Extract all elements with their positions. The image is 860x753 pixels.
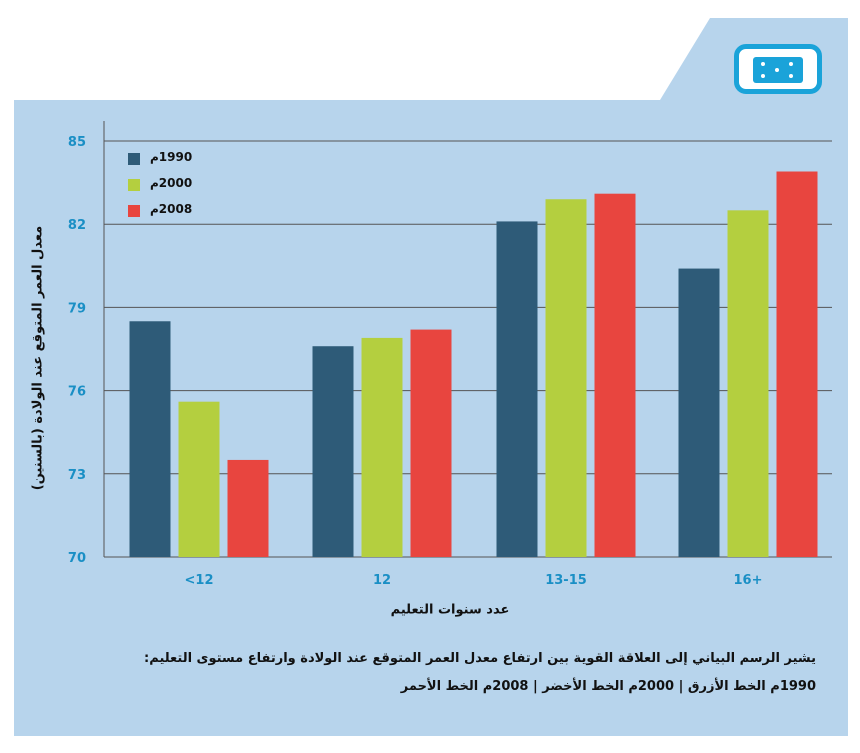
x-tick-label: <12 <box>185 573 214 588</box>
caption-line-2: 1990م الخط الأزرق | 2000م الخط الأخضر | … <box>400 679 816 694</box>
legend-item-2008: 2008م <box>128 202 238 228</box>
badge-frame <box>734 44 822 94</box>
bar-2008-1 <box>410 329 452 557</box>
caption-line-1: يشير الرسم البياني إلى العلاقة القوية بي… <box>144 651 816 666</box>
y-tick-label: 85 <box>68 135 86 150</box>
legend-swatch-2008 <box>128 205 140 217</box>
legend-label-1990: 1990م <box>150 150 193 164</box>
bar-2008-3 <box>776 171 818 558</box>
legend-item-2000: 2000م <box>128 176 238 202</box>
x-axis-label: عدد سنوات التعليم <box>390 602 510 618</box>
bar-2000-2 <box>545 199 587 558</box>
x-tick-label: 13-15 <box>545 573 587 588</box>
dice-card-icon <box>753 57 803 83</box>
bar-2008-2 <box>594 193 636 557</box>
y-tick-label: 76 <box>68 385 86 400</box>
bar-1990-0 <box>129 321 171 557</box>
bar-1990-3 <box>678 268 720 557</box>
y-tick-label: 82 <box>68 218 86 233</box>
bar-2008-0 <box>227 459 269 557</box>
legend-swatch-1990 <box>128 153 140 165</box>
y-axis-label: معدل العمر المتوقع عند الولادة (بالسنين) <box>30 225 46 491</box>
x-tick-label: 12 <box>373 573 391 588</box>
y-tick-label: 79 <box>68 301 86 316</box>
legend-item-1990: 1990م <box>128 150 238 176</box>
legend-label-2000: 2000م <box>150 176 193 190</box>
bar-1990-1 <box>312 346 354 557</box>
legend-label-2008: 2008م <box>150 202 193 216</box>
bar-2000-1 <box>361 337 403 557</box>
legend-swatch-2000 <box>128 179 140 191</box>
bar-1990-2 <box>496 221 538 557</box>
x-tick-label: 16+ <box>734 573 763 588</box>
chart-caption: يشير الرسم البياني إلى العلاقة القوية بي… <box>26 648 816 704</box>
bar-2000-0 <box>178 401 220 557</box>
bar-2000-3 <box>727 210 769 558</box>
y-tick-label: 73 <box>68 468 86 483</box>
y-tick-label: 70 <box>68 551 86 566</box>
legend: 1990م 2000م 2008م <box>128 150 238 228</box>
